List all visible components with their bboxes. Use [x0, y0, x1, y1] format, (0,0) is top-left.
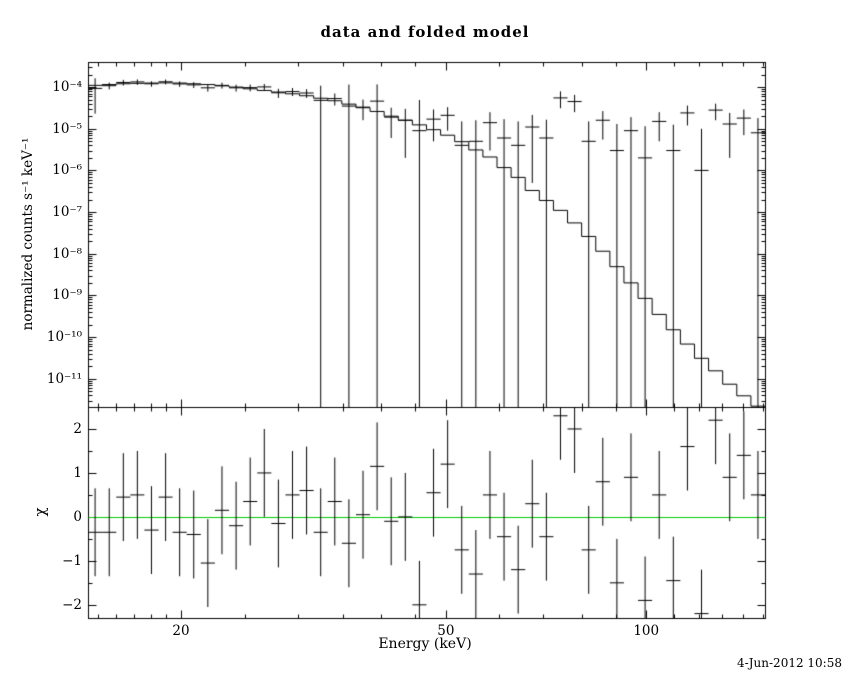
- y-axis-top-tick-label: 10⁻⁹: [52, 287, 82, 304]
- y-axis-top-tick-label: 10⁻¹¹: [46, 370, 82, 387]
- y-axis-bottom-tick-label: 2: [73, 420, 82, 437]
- timestamp: 4-Jun-2012 10:58: [737, 656, 842, 670]
- x-axis-tick-label: 50: [437, 623, 455, 639]
- y-axis-top-tick-label: 10⁻⁷: [52, 204, 82, 221]
- x-axis-tick-label: 20: [172, 623, 190, 639]
- x-axis-tick-label: 100: [633, 623, 660, 639]
- x-axis-label: Energy (keV): [378, 636, 472, 652]
- y-axis-top-tick-label: 10⁻⁸: [52, 245, 82, 262]
- y-axis-bottom-tick-label: 1: [73, 464, 82, 481]
- y-axis-bottom-tick-label: −1: [62, 552, 82, 569]
- y-axis-top-tick-label: 10⁻⁶: [52, 162, 82, 179]
- y-axis-top-tick-label: 10⁻⁵: [52, 120, 82, 137]
- y-axis-top-tick-label: 10⁻¹⁰: [46, 329, 82, 346]
- chart-title: data and folded model: [320, 23, 530, 41]
- y-axis-top-tick-label: 10⁻⁴: [52, 79, 82, 96]
- y-axis-bottom-tick-label: 0: [73, 508, 82, 525]
- y-axis-bottom-tick-label: −2: [62, 596, 82, 613]
